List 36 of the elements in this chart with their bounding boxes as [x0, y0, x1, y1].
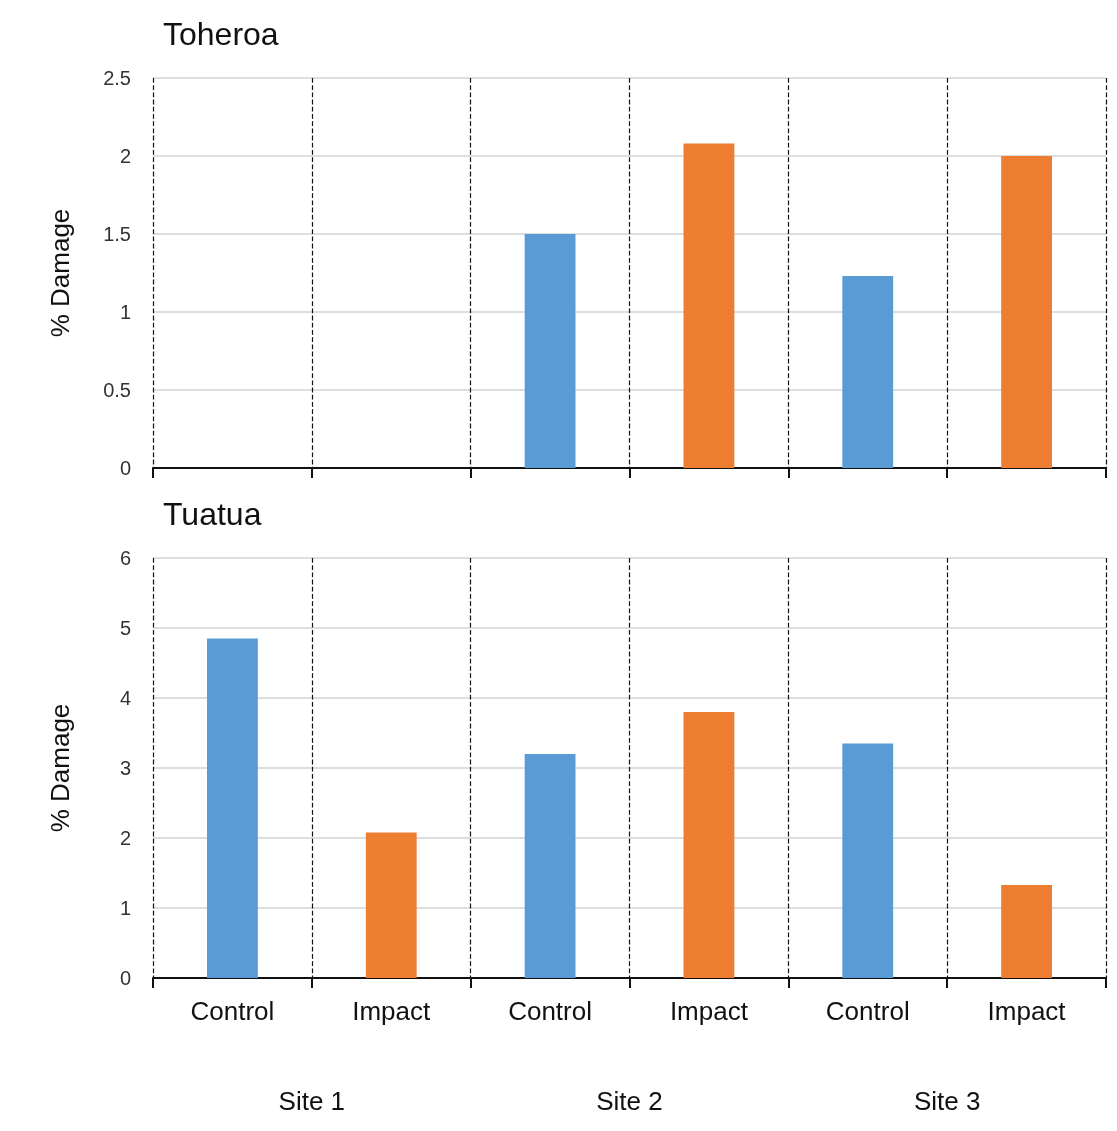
bar	[1001, 884, 1052, 978]
x-tick-label: Control	[825, 996, 910, 1026]
bar	[1001, 156, 1052, 468]
y-tick-label: 0.5	[103, 379, 131, 401]
bar	[207, 638, 258, 978]
y-axis-title: % Damage	[45, 208, 75, 338]
bar	[524, 234, 576, 468]
chart-title: Tuatua	[163, 496, 262, 532]
y-tick-label: 0	[119, 457, 131, 479]
text: Site 1	[278, 1086, 346, 1116]
x-tick-label: Impact	[352, 996, 432, 1026]
y-tick-label: 2.5	[103, 67, 131, 89]
text: Site 3	[913, 1086, 981, 1116]
bar	[524, 754, 576, 978]
y-tick-label: 6	[119, 547, 131, 569]
y-tick-label: 0	[119, 967, 131, 989]
bar	[683, 143, 735, 468]
y-axis-title: % Damage	[45, 703, 75, 833]
y-tick-label: 3	[119, 757, 131, 779]
y-tick-label: 5	[119, 617, 131, 639]
x-tick-label: Control	[508, 996, 592, 1026]
y-tick-label: 1.5	[103, 223, 131, 245]
bar	[842, 276, 894, 468]
x-tick-label: Impact	[669, 996, 749, 1026]
x-tick-label: Control	[190, 996, 275, 1026]
bar	[365, 832, 417, 978]
bar	[683, 712, 735, 978]
x-tick-label: Impact	[987, 996, 1067, 1026]
y-tick-label: 1	[119, 301, 131, 323]
text: Site 2	[596, 1086, 663, 1116]
y-tick-label: 1	[119, 897, 131, 919]
y-tick-label: 2	[119, 827, 131, 849]
bar	[842, 743, 894, 978]
y-tick-label: 4	[119, 687, 131, 709]
y-tick-label: 2	[119, 145, 131, 167]
chart-title: Toheroa	[163, 16, 279, 52]
